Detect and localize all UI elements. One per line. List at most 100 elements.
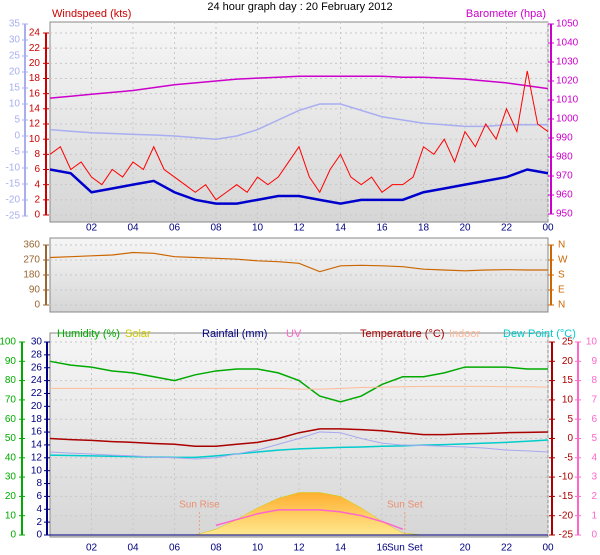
y3-tick-label: 35	[9, 19, 21, 30]
y3-tick-label: 20	[31, 401, 43, 412]
x-tick-label: 10	[252, 543, 264, 554]
y-tick-label: 24	[29, 28, 41, 39]
y-tick-label: 22	[29, 43, 41, 54]
y-tick-label: 12	[29, 119, 41, 130]
y3-tick-label: -20	[6, 195, 21, 206]
y-tick-label: 90	[5, 356, 17, 367]
y2-tick-label: 960	[556, 190, 573, 201]
x-tick-label: 08	[210, 543, 222, 554]
x-tick-label: 00	[542, 223, 554, 234]
y4-tick-label: 2	[591, 491, 597, 502]
y-tick-label: 0	[34, 210, 40, 221]
y-tick-label: 10	[5, 510, 17, 521]
y2-tick-label: 980	[556, 152, 573, 163]
y-tick-label: 20	[29, 58, 41, 69]
y3-tick-label: 18	[31, 414, 43, 425]
y-tick-label: 2	[34, 194, 40, 205]
y3-tick-label: 0	[14, 131, 20, 142]
y-tick-label: 270	[23, 255, 40, 266]
y4-tick-label: 1	[591, 510, 597, 521]
x-tick-label: 04	[127, 223, 139, 234]
y3-tick-label: 30	[31, 337, 43, 348]
x-tick-label: 08	[210, 223, 222, 234]
y2-tick-label: 20	[562, 356, 574, 367]
y3-tick-label: 16	[31, 427, 43, 438]
x-tick-label: 02	[86, 223, 98, 234]
y3-tick-label: -15	[6, 179, 21, 190]
y2-tick-label: 950	[556, 209, 573, 220]
x-tick-label: 04	[127, 543, 139, 554]
legend-label: Indoor	[449, 328, 481, 340]
x-tick-label: 00	[542, 543, 554, 554]
y-tick-label: 20	[5, 491, 17, 502]
y3-tick-label: 26	[31, 362, 43, 373]
y4-tick-label: 6	[591, 414, 597, 425]
series-line	[50, 385, 549, 390]
x-tick-label: 06	[169, 543, 181, 554]
y2-tick-label: 5	[567, 414, 573, 425]
series-line	[49, 103, 548, 140]
y2-tick-label: N	[558, 240, 565, 251]
x-tick-label: 20	[459, 223, 471, 234]
y3-tick-label: 24	[31, 375, 43, 386]
x-tick-label: 20	[459, 543, 471, 554]
y-tick-label: 60	[5, 414, 17, 425]
y4-tick-label: 7	[591, 395, 597, 406]
y3-tick-label: 28	[31, 350, 43, 361]
y2-tick-label: 990	[556, 133, 573, 144]
y3-tick-label: 10	[31, 465, 43, 476]
y2-tick-label: -10	[559, 472, 574, 483]
series-line	[49, 168, 549, 205]
y3-tick-label: 10	[9, 99, 21, 110]
y2-tick-label: 1020	[556, 76, 579, 87]
y-tick-label: 4	[34, 179, 40, 190]
y2-tick-label: 0	[567, 433, 573, 444]
y-tick-label: 100	[0, 337, 16, 348]
y2-tick-label: 15	[562, 375, 574, 386]
annotation-label: Sun Set	[387, 500, 423, 511]
legend-label: Temperature (°C)	[360, 328, 444, 340]
y3-tick-label: -10	[6, 163, 21, 174]
x-tick-label: 12	[293, 223, 305, 234]
plot-area	[49, 237, 549, 313]
y-tick-label: 18	[29, 73, 41, 84]
x-tick-label: 06	[169, 223, 181, 234]
x-tick-label: 02	[86, 543, 98, 554]
x-tick-label: 16	[376, 543, 388, 554]
y3-tick-label: 0	[36, 530, 42, 541]
x-tick-label: 14	[335, 223, 347, 234]
y2-tick-label: -25	[559, 530, 574, 541]
y3-tick-label: 15	[9, 83, 21, 94]
y-tick-label: 6	[34, 164, 40, 175]
y3-tick-label: 5	[14, 115, 20, 126]
y2-tick-label: E	[558, 285, 565, 296]
y-tick-label: 40	[5, 452, 17, 463]
y3-tick-label: 25	[9, 51, 21, 62]
y-tick-label: 360	[23, 240, 40, 251]
y-tick-label: 0	[34, 300, 40, 311]
y2-tick-label: 25	[562, 337, 574, 348]
y3-tick-label: 2	[36, 517, 42, 528]
y4-tick-label: 8	[591, 375, 597, 386]
y3-tick-label: 6	[36, 491, 42, 502]
y-tick-label: 80	[5, 375, 17, 386]
y4-tick-label: 3	[591, 472, 597, 483]
x-tick-label: Sun Set	[387, 543, 423, 554]
y-tick-label: 180	[23, 270, 40, 281]
legend-label: Rainfall (mm)	[202, 328, 267, 340]
y3-tick-label: 12	[31, 452, 43, 463]
y4-tick-label: 9	[591, 356, 597, 367]
y2-tick-label: 1010	[556, 95, 579, 106]
x-tick-label: 14	[335, 543, 347, 554]
series-line	[49, 431, 549, 460]
y3-tick-label: 22	[31, 388, 43, 399]
y3-tick-label: 4	[36, 504, 42, 515]
series-line	[49, 75, 549, 99]
y-tick-label: 30	[5, 472, 17, 483]
y2-tick-label: 1030	[556, 57, 579, 68]
x-tick-label: 10	[252, 223, 264, 234]
axis-title: Barometer (hpa)	[466, 8, 546, 20]
y3-tick-label: 8	[36, 478, 42, 489]
series-line	[49, 439, 549, 459]
y2-tick-label: W	[558, 255, 568, 266]
